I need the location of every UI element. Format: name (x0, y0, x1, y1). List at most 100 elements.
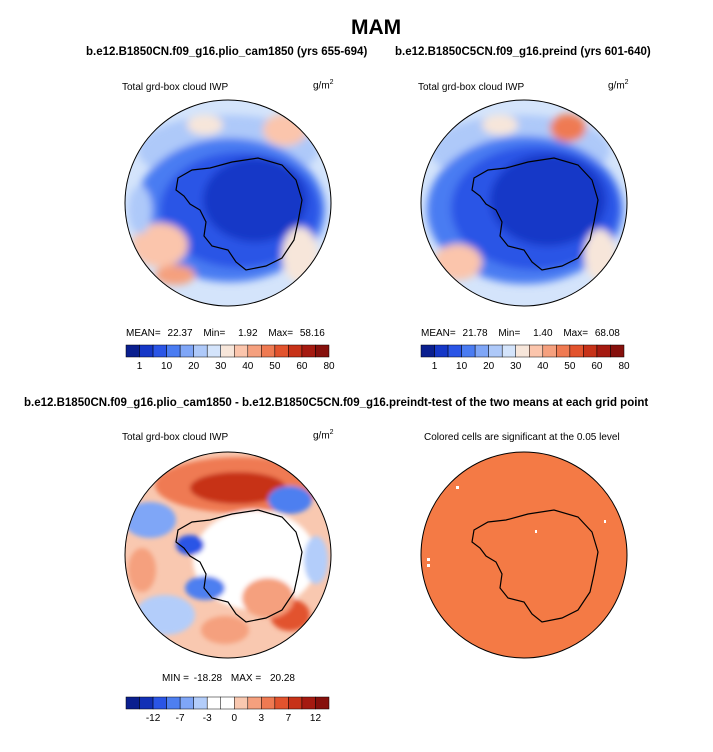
units-exponent: 2 (329, 79, 334, 86)
colorbar-tick-label: 40 (242, 361, 254, 372)
max-value: 20.28 (269, 673, 295, 684)
colorbar-tick-label: 30 (510, 361, 522, 372)
significance-note: Colored cells are significant at the 0.0… (424, 432, 620, 443)
colorbar-swatch (152, 696, 167, 710)
units-base: g/m (313, 80, 330, 92)
colorbar-swatch (166, 344, 181, 358)
stats-preind: MEAN= 21.78 Min= 1.40 Max= 68.08 (421, 328, 620, 339)
antarctica-coastline-preind (471, 157, 599, 271)
variable-label-plio: Total grd-box cloud IWP (122, 82, 229, 93)
colorbar-swatch (461, 344, 476, 358)
map-plio (124, 99, 332, 307)
map-boundary-ttest (420, 451, 628, 659)
colorbar-tick-label: 12 (310, 713, 322, 724)
colorbar-swatch (515, 344, 530, 358)
colorbar-swatch (542, 344, 557, 358)
colorbar-swatch (556, 344, 571, 358)
colorbar-swatch (288, 344, 303, 358)
colorbar-tick-label: 10 (456, 361, 468, 372)
map-difference (124, 451, 332, 659)
map-boundary-preind (420, 99, 628, 307)
stats-difference: MIN = -18.28 MAX = 20.28 (162, 673, 295, 684)
colorbar-swatch (434, 344, 449, 358)
colorbar-swatch (193, 696, 208, 710)
units-base: g/m (608, 80, 625, 92)
colorbar-tick-label: 0 (231, 713, 237, 724)
panel-title-plio: b.e12.B1850CN.f09_g16.plio_cam1850 (yrs … (86, 46, 368, 58)
colorbar-swatch (288, 696, 303, 710)
colorbar-swatch (179, 696, 194, 710)
colorbar-swatch (596, 344, 611, 358)
colorbar-swatch (583, 344, 598, 358)
colorbar-swatch (206, 344, 221, 358)
colorbar-swatch (261, 696, 276, 710)
min-value: 1.92 (238, 328, 258, 339)
colorbar-swatch (315, 344, 330, 358)
mean-label: MEAN= (126, 328, 161, 339)
colorbar-tick-label: 7 (286, 713, 292, 724)
units-label-plio: g/m2 (313, 79, 334, 91)
colorbar-swatch (420, 344, 435, 358)
non-significant-cell (427, 558, 430, 561)
colorbar-swatch (447, 344, 462, 358)
mean-label: MEAN= (421, 328, 456, 339)
colorbar-swatch (220, 344, 235, 358)
colorbar-tick-label: 30 (215, 361, 227, 372)
colorbar-swatch (247, 344, 262, 358)
main-title: MAM (351, 16, 402, 39)
colorbar-swatch (125, 344, 140, 358)
colorbar-swatch (234, 344, 249, 358)
significance-fill (421, 452, 627, 658)
colorbar-swatch (488, 344, 503, 358)
colorbar-swatch (315, 696, 330, 710)
antarctica-coastline-plio (175, 157, 303, 271)
units-base: g/m (313, 430, 330, 442)
colorbar-preind: 1 10 20 30 40 50 60 80 (420, 344, 630, 372)
colorbar-swatch (501, 344, 516, 358)
colorbar-tick-label: 1 (137, 361, 143, 372)
colorbar-swatch (125, 696, 140, 710)
colorbar-plio: 1 10 20 30 40 50 60 80 (125, 344, 335, 372)
min-label: Min= (203, 328, 226, 339)
antarctica-coastline-ttest (471, 509, 599, 623)
colorbar-tick-label: 20 (188, 361, 200, 372)
colorbar-swatch (610, 344, 625, 358)
non-significant-cell (427, 564, 430, 567)
units-label-difference: g/m2 (313, 429, 334, 441)
map-ttest (420, 451, 628, 659)
variable-label-difference: Total grd-box cloud IWP (122, 432, 229, 443)
colorbar-tick-label: -3 (203, 713, 212, 724)
min-label: MIN = (162, 673, 189, 684)
colorbar-swatch (166, 696, 181, 710)
colorbar-swatch (139, 696, 154, 710)
max-label: Max= (268, 328, 294, 339)
map-preind (420, 99, 628, 307)
colorbar-tick-label: 20 (483, 361, 495, 372)
colorbar-swatch (234, 696, 249, 710)
colorbar-tick-label: -12 (146, 713, 161, 724)
non-significant-cell (456, 486, 459, 489)
colorbar-tick-label: 80 (618, 361, 630, 372)
colorbar-tick-label: 80 (323, 361, 335, 372)
colorbar-swatch (179, 344, 194, 358)
colorbar-swatch (247, 696, 262, 710)
colorbar-swatch (274, 696, 289, 710)
colorbar-tick-label: 10 (161, 361, 173, 372)
colorbar-tick-label: 40 (537, 361, 549, 372)
colorbar-tick-label: 3 (259, 713, 265, 724)
min-value: 1.40 (533, 328, 553, 339)
colorbar-swatch (220, 696, 235, 710)
min-label: Min= (498, 328, 521, 339)
max-label: MAX = (230, 673, 262, 684)
colorbar-tick-label: -7 (176, 713, 185, 724)
non-significant-cell (535, 530, 537, 533)
mean-value: 22.37 (167, 328, 193, 339)
map-boundary-plio (124, 99, 332, 307)
colorbar-swatch (193, 344, 208, 358)
colorbar-swatch (301, 344, 316, 358)
max-label: Max= (563, 328, 589, 339)
colorbar-swatch (152, 344, 167, 358)
panel-title-ttest: t-test of the two means at each grid poi… (424, 397, 649, 409)
map-boundary-difference (124, 451, 332, 659)
